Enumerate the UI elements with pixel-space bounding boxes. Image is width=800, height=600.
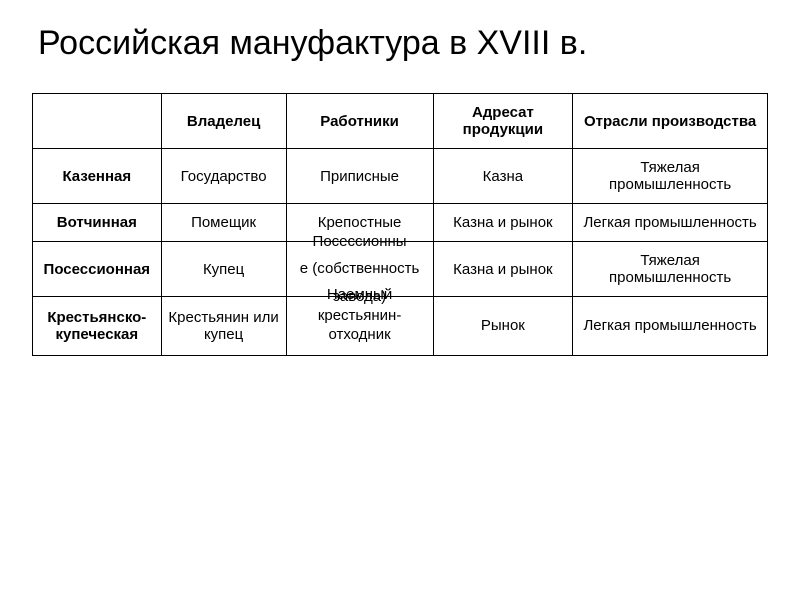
table-header-row: Владелец Работники Адресат продукции Отр…	[33, 94, 768, 149]
cell-workers-text: Крепостные	[318, 214, 402, 231]
manufacture-table: Владелец Работники Адресат продукции Отр…	[32, 93, 768, 356]
slide: Российская мануфактура в XVIII в. Владел…	[0, 0, 800, 600]
cell-industry: Тяжелая промышленность	[573, 149, 768, 204]
cell-owner: Помещик	[161, 204, 286, 242]
table-row: Крестьянско-купеческая Крестьянин или ку…	[33, 297, 768, 356]
page-title: Российская мануфактура в XVIII в.	[38, 24, 768, 63]
cell-workers-overflow: завода)	[287, 288, 433, 307]
cell-workers: завода) крестьянин-отходник	[286, 297, 433, 356]
cell-industry: Легкая промышленность	[573, 297, 768, 356]
cell-owner: Государство	[161, 149, 286, 204]
col-header-owner: Владелец	[161, 94, 286, 149]
table-row: Вотчинная Помещик Крепостные Посессионны…	[33, 204, 768, 242]
cell-workers-text: е (собственность	[300, 260, 420, 277]
cell-workers: Крепостные Посессионны	[286, 204, 433, 242]
cell-owner: Купец	[161, 242, 286, 297]
cell-industry: Тяжелая промышленность	[573, 242, 768, 297]
row-head: Посессионная	[33, 242, 162, 297]
col-header-industry: Отрасли производства	[573, 94, 768, 149]
col-header-workers: Работники	[286, 94, 433, 149]
row-head: Крестьянско-купеческая	[33, 297, 162, 356]
cell-owner: Крестьянин или купец	[161, 297, 286, 356]
row-head: Вотчинная	[33, 204, 162, 242]
row-head: Казенная	[33, 149, 162, 204]
table-row: Казенная Государство Приписные Казна Тяж…	[33, 149, 768, 204]
cell-industry: Легкая промышленность	[573, 204, 768, 242]
col-header-recipient: Адресат продукции	[433, 94, 573, 149]
col-header-blank	[33, 94, 162, 149]
cell-recipient: Казна и рынок	[433, 242, 573, 297]
cell-recipient: Казна	[433, 149, 573, 204]
cell-workers: Приписные	[286, 149, 433, 204]
cell-recipient: Рынок	[433, 297, 573, 356]
cell-workers-text: крестьянин-отходник	[318, 307, 402, 343]
cell-recipient: Казна и рынок	[433, 204, 573, 242]
